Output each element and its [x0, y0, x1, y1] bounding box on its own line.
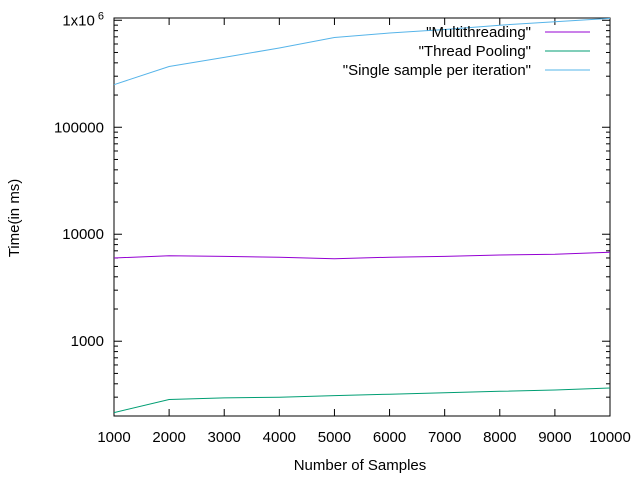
- x-tick-label: 4000: [263, 429, 296, 446]
- legend-label: "Thread Pooling": [419, 43, 531, 60]
- x-tick-label: 6000: [373, 429, 406, 446]
- y-tick-label-exponent: 6: [98, 10, 104, 22]
- y-tick-label-text: 100000: [54, 119, 104, 136]
- legend-label: "Multithreading": [426, 24, 531, 41]
- x-tick-label: 9000: [538, 429, 571, 446]
- x-tick-label: 3000: [208, 429, 241, 446]
- legend: "Multithreading" "Thread Pooling" "Single …: [343, 24, 590, 79]
- y-axis-label: Time(in ms): [6, 179, 23, 258]
- x-tick-label: 5000: [318, 429, 351, 446]
- y-tick-label-text: 1000: [71, 333, 104, 350]
- x-tick-label: 10000: [589, 429, 631, 446]
- x-axis-ticks: 1000 2000 3000 4000 5000 6000 7000 8000 9000 1000…: [97, 18, 631, 446]
- x-tick-label: 2000: [152, 429, 185, 446]
- series-line-2: [113, 17, 611, 86]
- x-tick-label: 1000: [97, 429, 130, 446]
- x-tick-label: 7000: [428, 429, 461, 446]
- legend-label: "Single sample per iteration": [343, 62, 531, 79]
- y-tick-label: 10000: [62, 226, 104, 243]
- y-tick-label-text: 10000: [62, 226, 104, 243]
- plot-frame: [113, 17, 611, 417]
- y-tick-label: 1x10 6: [62, 10, 104, 29]
- series-line-0: [113, 251, 611, 260]
- y-tick-label: 100000: [54, 119, 104, 136]
- y-tick-label: 1000: [71, 333, 104, 350]
- series-line-1: [113, 387, 611, 414]
- y-tick-label-text: 1x10: [62, 12, 95, 29]
- x-tick-label: 8000: [483, 429, 516, 446]
- x-axis-label: Number of Samples: [294, 457, 427, 474]
- series-lines: [113, 17, 611, 414]
- y-axis-ticks: 1000 10000 100000 1x10 6: [54, 10, 610, 417]
